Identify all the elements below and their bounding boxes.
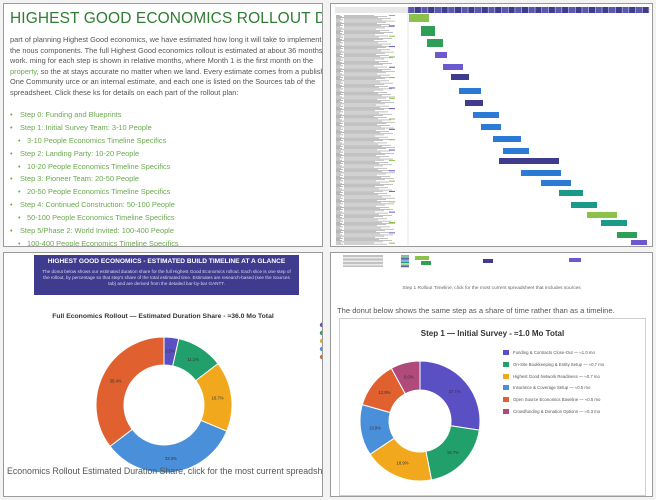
header-subtitle: The donut below shows our estimated dura… <box>42 269 291 286</box>
step1-donut-title: Step 1 — Initial Survey - ≈1.0 Mo Total <box>420 329 565 338</box>
legend-label: Funding & Contracts Close-Out — ≈1.0 mo <box>513 350 595 356</box>
step-link[interactable]: Step 4: Continued Construction: 50-100 P… <box>10 200 320 213</box>
gantt-bar <box>601 220 627 226</box>
full-rollout-slice-label: 11.1% <box>187 357 199 362</box>
legend-entry: Crowdfunding & Donation Options — ≈0.3 m… <box>503 405 604 417</box>
step-detail-link[interactable]: 10-20 People Economics Timeline Specific… <box>10 162 320 175</box>
gantt-bar <box>481 124 501 130</box>
gantt-bar <box>483 259 493 263</box>
step-detail-link[interactable]: 20-50 People Economics Timeline Specific… <box>10 187 320 200</box>
gantt-bar <box>503 148 529 154</box>
step1-slice-label: 8.0% <box>404 374 414 379</box>
legend-swatch <box>503 408 509 414</box>
gantt-bar <box>521 170 561 176</box>
rollout-details-panel: HIGHEST GOOD ECONOMICS ROLLOUT DETAILS p… <box>3 3 323 247</box>
timeline-strip[interactable] <box>331 253 653 269</box>
legend-swatch <box>503 362 509 368</box>
step1-slice[interactable] <box>390 360 421 395</box>
legend-swatch <box>503 373 509 379</box>
gantt-bar <box>493 136 521 142</box>
step1-chart-card: Step 1 — Initial Survey - ≈1.0 Mo Total … <box>339 318 646 496</box>
gantt-spreadsheet-panel <box>330 3 653 247</box>
intro-paragraph: part of planning Highest Good economics,… <box>10 35 323 99</box>
gantt-bar <box>571 202 597 208</box>
legend-entry: Highest Good Network Readiness — ≈0.7 mo <box>503 370 604 382</box>
legend-label: Crowdfunding & Donation Options — ≈0.3 m… <box>513 408 601 414</box>
legend-label: On-Site Bookkeeping & Entity Setup — ≈0.… <box>513 362 605 368</box>
step1-slice[interactable] <box>419 360 481 431</box>
legend-dot <box>319 338 322 344</box>
gantt-bar <box>541 180 571 186</box>
gantt-bar <box>569 258 581 262</box>
legend-dot <box>319 346 322 352</box>
legend-entry: Funding & Contracts Close-Out — ≈1.0 mo <box>503 347 604 359</box>
full-rollout-slice[interactable] <box>95 336 165 448</box>
legend-swatch <box>503 385 509 391</box>
full-rollout-donut[interactable]: 3.5% 11.1% 16.7% 33.3% 35.4% <box>4 253 323 497</box>
gantt-bar <box>435 52 447 58</box>
legend-entry: Insurance & Coverage Setup — ≈0.5 mo <box>503 382 604 394</box>
step-detail-link[interactable]: 50-100 People Economics Timeline Specifi… <box>10 213 320 226</box>
timeline-header-banner: HIGHEST GOOD ECONOMICS - ESTIMATED BUILD… <box>34 255 299 295</box>
property-link[interactable]: property <box>10 66 37 76</box>
page-title: HIGHEST GOOD ECONOMICS ROLLOUT DETAILS <box>10 10 322 27</box>
step1-slice-label: 13.9% <box>369 425 381 430</box>
gantt-bar <box>617 232 637 238</box>
gantt-bar <box>473 112 499 118</box>
legend-dot <box>319 354 322 360</box>
full-rollout-slice-label: 33.3% <box>165 456 177 461</box>
step1-legend: Funding & Contracts Close-Out — ≈1.0 mo O… <box>503 347 604 417</box>
legend-label: Highest Good Network Readiness — ≈0.7 mo <box>513 373 600 379</box>
step1-slice-label: 27.7% <box>449 389 461 394</box>
gantt-bar <box>631 240 647 245</box>
legend-swatch <box>503 397 509 403</box>
full-rollout-slice-label: 16.7% <box>212 395 224 400</box>
legend-dot <box>319 322 322 328</box>
step-link[interactable]: Step 0: Funding and Blueprints <box>10 110 320 123</box>
donut-caption-link[interactable]: Economics Rollout Estimated Duration Sha… <box>7 466 323 476</box>
step-link[interactable]: Step 5/Phase 2: World Invited: 100-400 P… <box>10 226 320 239</box>
gantt-bar <box>415 256 429 260</box>
full-rollout-donut-panel: HIGHEST GOOD ECONOMICS - ESTIMATED BUILD… <box>3 252 323 497</box>
gantt-bar <box>499 158 559 164</box>
donut-title: Full Economics Rollout — Estimated Durat… <box>52 313 274 320</box>
gantt-bar <box>421 26 435 36</box>
full-rollout-slice-label: 3.5% <box>165 349 175 354</box>
step1-slice-label: 12.8% <box>379 390 391 395</box>
step-detail-link[interactable]: 100-400 People Economics Timeline Specif… <box>10 239 320 246</box>
gantt-bar <box>409 14 429 22</box>
intro-text-2: , so the at stays accurate no matter whe… <box>10 66 323 97</box>
gantt-bar <box>465 100 483 106</box>
strip-caption-link[interactable]: Step 1 Rollout Timeline, click for the m… <box>402 286 581 291</box>
gantt-bar <box>459 88 481 94</box>
gantt-bar <box>559 190 583 196</box>
legend-swatch <box>503 350 509 356</box>
step1-donut[interactable]: 27.7% 19.7% 18.9% 13.9% 12.8% 8.0% <box>340 319 500 495</box>
legend-dot <box>319 330 322 336</box>
legend-entry: Open Source Economics Baseline — ≈0.5 mo <box>503 394 604 406</box>
donut-intro-sentence: The donut below shows the same step as a… <box>337 306 615 315</box>
step1-slice-label: 18.9% <box>397 460 409 465</box>
full-rollout-slice[interactable] <box>109 419 228 474</box>
gantt-bar <box>443 64 463 70</box>
gantt-bar <box>427 39 443 47</box>
gantt-bar <box>451 74 469 80</box>
step-link[interactable]: Step 3: Pioneer Team: 20-50 People <box>10 174 320 187</box>
gantt-bar <box>421 261 431 265</box>
legend-label: Insurance & Coverage Setup — ≈0.5 mo <box>513 385 591 391</box>
step-link[interactable]: Step 2: Landing Party: 10-20 People <box>10 149 320 162</box>
gantt-bar <box>587 212 617 218</box>
step1-slice-label: 19.7% <box>447 450 459 455</box>
steps-list: Step 0: Funding and BlueprintsStep 1: In… <box>10 110 320 246</box>
intro-text-1: part of planning Highest Good economics,… <box>10 35 323 66</box>
header-title: HIGHEST GOOD ECONOMICS - ESTIMATED BUILD… <box>47 258 286 265</box>
step-link[interactable]: Step 1: Initial Survey Team: 3-10 People <box>10 123 320 136</box>
legend-entry: On-Site Bookkeeping & Entity Setup — ≈0.… <box>503 359 604 371</box>
legend-label: Open Source Economics Baseline — ≈0.5 mo <box>513 397 601 403</box>
gantt-chart <box>335 7 650 246</box>
step-detail-link[interactable]: 3-10 People Economics Timeline Specifics <box>10 136 320 149</box>
step1-donut-panel: Step 1 Rollout Timeline, click for the m… <box>330 252 653 497</box>
full-rollout-slice-label: 35.4% <box>110 378 122 383</box>
